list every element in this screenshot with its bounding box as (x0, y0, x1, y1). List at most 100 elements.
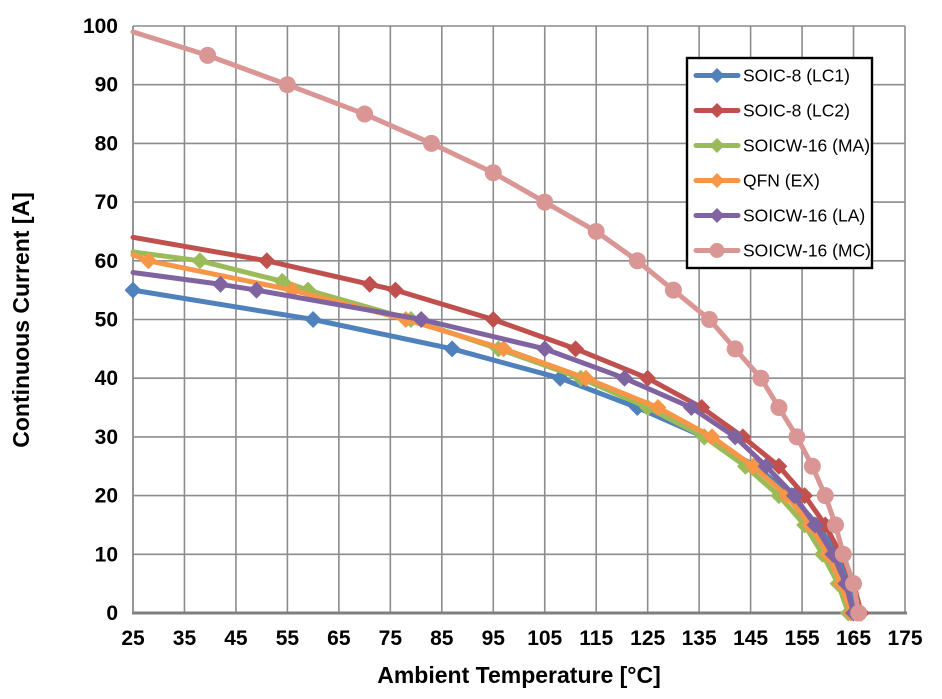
marker-soicw-16-mc-0a (850, 604, 868, 622)
marker-soicw-16-la-55a (248, 281, 266, 299)
marker-soicw-16-la-56a (211, 275, 229, 293)
tick-labels: 25 35 45 55 65 75 85 95 105 115 125 135 145 155 165 175… (83, 15, 923, 650)
series-markers-soicw-16-mc (199, 46, 868, 622)
legend-item-soicw-16-ma: SOICW-16 (MA) (693, 136, 870, 156)
marker-soicw-16-la-40a (616, 369, 634, 387)
marker-soic-8-lc2-50a (484, 311, 502, 328)
x-tick-label-75: 75 (379, 627, 403, 650)
legend: SOIC-8 (LC1) SOIC-8 (LC2) SOICW-16 (MA) QFN… (685, 56, 874, 270)
legend-item-soic-8-lc1: SOIC-8 (LC1) (693, 66, 850, 86)
marker-soic-8-lc2-56a (361, 275, 379, 293)
legend-item-soic-8-lc2: SOIC-8 (LC2) (693, 101, 850, 121)
marker-soicw-16-mc-80a (423, 134, 441, 152)
marker-soic-8-lc2-40a (639, 369, 657, 387)
marker-soic-8-lc1-55a (124, 281, 142, 299)
marker-soicw-16-mc-35a (770, 399, 788, 417)
series-layer (124, 29, 870, 622)
legend-label-soicw-16-la: SOICW-16 (LA) (743, 206, 865, 226)
y-axis-title: Continuous Current [A] (8, 192, 34, 448)
marker-soicw-16-mc-95a (199, 46, 217, 64)
marker-soicw-16-la-30a (726, 428, 744, 446)
legend-label-qfn-ex: QFN (EX) (743, 171, 820, 191)
x-tick-label-25: 25 (121, 627, 145, 650)
marker-qfn-ex-45a (495, 340, 513, 358)
x-tick-label-35: 35 (173, 627, 197, 650)
legend-label-soicw-16-ma: SOICW-16 (MA) (743, 136, 870, 156)
y-tick-label-30: 30 (95, 426, 118, 449)
marker-soicw-16-la-20a (785, 487, 803, 505)
marker-soicw-16-mc-40a (752, 369, 770, 387)
x-tick-label-115: 115 (579, 627, 613, 650)
marker-soic-8-lc2-20a (796, 487, 814, 505)
y-tick-label-60: 60 (95, 250, 118, 273)
y-tick-label-90: 90 (95, 74, 118, 97)
marker-soicw-16-mc-65a (587, 222, 605, 240)
x-tick-label-85: 85 (430, 627, 454, 650)
x-tick-label-105: 105 (527, 627, 562, 650)
y-tick-label-40: 40 (95, 367, 118, 390)
marker-soic-8-lc2-25a (770, 457, 788, 475)
marker-qfn-ex-40a (577, 369, 595, 387)
legend-marker-qfn-ex (709, 173, 725, 188)
marker-soicw-16-la-50a (412, 311, 430, 328)
x-tick-label-145: 145 (733, 627, 768, 650)
marker-soicw-16-mc-25a (803, 457, 821, 475)
marker-soicw-16-mc-75a (484, 164, 502, 182)
legend-item-soicw-16-mc: SOICW-16 (MC) (693, 241, 871, 261)
x-tick-label-155: 155 (785, 627, 820, 650)
legend-item-qfn-ex: QFN (EX) (693, 171, 820, 191)
legend-label-soic-8-lc1: SOIC-8 (LC1) (743, 66, 850, 86)
x-tick-label-65: 65 (327, 627, 351, 650)
legend-marker-soic-8-lc2 (709, 103, 725, 118)
marker-soic-8-lc2-45a (567, 340, 585, 358)
legend-label-soic-8-lc2: SOIC-8 (LC2) (743, 101, 850, 121)
y-tick-label-0: 0 (106, 602, 118, 625)
legend-label-soicw-16-mc: SOICW-16 (MC) (743, 241, 871, 261)
x-tick-label-45: 45 (224, 627, 248, 650)
y-tick-label-80: 80 (95, 132, 118, 155)
marker-qfn-ex-60a (139, 252, 157, 270)
series-soicw-16-mc (130, 29, 868, 622)
marker-soicw-16-mc-55a (664, 281, 682, 299)
legend-marker-soic-8-lc1 (709, 68, 725, 83)
marker-soicw-16-mc-10a (834, 545, 852, 563)
marker-soic-8-lc2-60a (258, 252, 276, 270)
marker-soicw-16-mc-15a (827, 516, 845, 534)
legend-marker-soicw-16-mc (709, 243, 725, 258)
x-axis-title: Ambient Temperature [°C] (377, 662, 661, 688)
y-tick-label-100: 100 (83, 15, 118, 38)
marker-soic-8-lc2-55a (386, 281, 404, 299)
x-tick-label-135: 135 (682, 627, 717, 650)
y-tick-label-70: 70 (95, 191, 118, 214)
y-tick-label-20: 20 (95, 485, 118, 508)
legend-box (685, 56, 874, 270)
marker-soicw-16-mc-60a (628, 252, 646, 270)
x-tick-label-95: 95 (482, 627, 506, 650)
x-tick-label-125: 125 (630, 627, 665, 650)
marker-soicw-16-mc-30a (788, 428, 806, 446)
marker-soicw-16-mc-90a (278, 76, 296, 94)
series-line-soic-8-lc2 (130, 234, 864, 616)
y-tick-label-50: 50 (95, 309, 118, 332)
x-tick-label-165: 165 (836, 627, 871, 650)
marker-qfn-ex-35a (649, 399, 667, 417)
marker-qfn-ex-30a (703, 428, 721, 446)
marker-soicw-16-mc-50a (700, 311, 718, 328)
marker-soicw-16-la-45a (536, 340, 554, 358)
legend-item-soicw-16-la: SOICW-16 (LA) (693, 206, 865, 226)
marker-soicw-16-la-15a (806, 516, 824, 534)
marker-soicw-16-mc-85a (356, 105, 374, 123)
series-markers-soic-8-lc2 (258, 252, 870, 622)
marker-soicw-16-mc-70a (536, 193, 554, 211)
x-tick-label-55: 55 (276, 627, 300, 650)
y-tick-label-10: 10 (95, 543, 118, 566)
marker-soicw-16-la-25a (757, 457, 775, 475)
marker-soicw-16-la-35a (682, 399, 700, 417)
series-markers-soicw-16-la (211, 275, 863, 622)
marker-soicw-16-ma-60a (191, 252, 209, 270)
series-soic-8-lc2 (130, 234, 870, 622)
axes (132, 26, 907, 615)
marker-soicw-16-mc-5a (845, 575, 863, 593)
